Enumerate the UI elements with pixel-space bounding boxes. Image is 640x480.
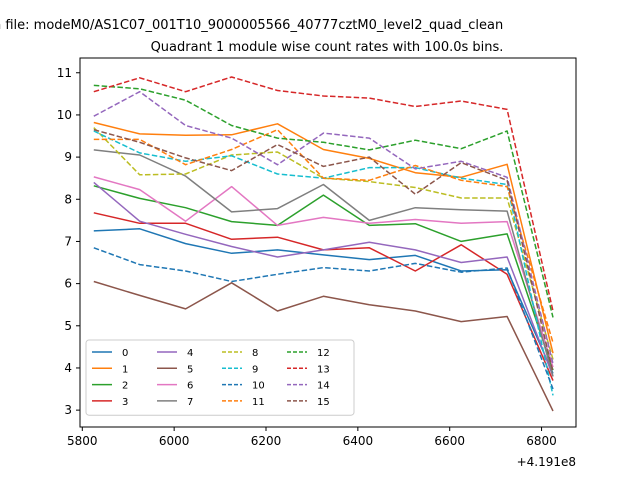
series-line-5	[93, 280, 554, 412]
series-line-14	[93, 90, 554, 364]
y-tick-label: 4	[64, 361, 72, 375]
y-tick-label: 11	[57, 66, 72, 80]
y-tick-label: 8	[64, 192, 72, 206]
y-tick-label: 9	[64, 150, 72, 164]
legend-label-9: 9	[252, 364, 258, 375]
legend-label-7: 7	[187, 397, 193, 408]
x-offset-label: +4.191e8	[517, 455, 576, 469]
series-line-15	[93, 128, 554, 373]
x-tick-label: 6000	[159, 434, 190, 448]
x-axis: 5800 6000 6200 6400 6600 6800	[67, 427, 557, 448]
series-line-7	[93, 149, 554, 377]
x-tick-label: 6200	[251, 434, 282, 448]
legend-label-15: 15	[317, 397, 330, 408]
legend-label-0: 0	[122, 348, 128, 359]
series-line-2	[93, 185, 554, 371]
series-line-13	[93, 76, 554, 312]
x-tick-label: 6600	[434, 434, 465, 448]
legend-label-14: 14	[317, 381, 330, 392]
legend-label-8: 8	[252, 348, 258, 359]
y-tick-label: 6	[64, 277, 72, 291]
y-tick-label: 3	[64, 403, 72, 417]
legend-label-4: 4	[187, 348, 193, 359]
legend-label-13: 13	[317, 364, 330, 375]
series-line-1	[93, 121, 554, 354]
x-tick-label: 6400	[343, 434, 374, 448]
y-tick-label: 10	[57, 108, 72, 122]
legend-label-10: 10	[252, 381, 265, 392]
legend-label-6: 6	[187, 381, 193, 392]
legend-label-1: 1	[122, 364, 128, 375]
y-tick-label: 5	[64, 319, 72, 333]
series-layer	[93, 76, 554, 412]
x-tick-label: 5800	[67, 434, 98, 448]
legend-label-5: 5	[187, 364, 193, 375]
legend-label-2: 2	[122, 381, 128, 392]
series-line-12	[93, 84, 554, 318]
y-axis: 3 4 5 6 7 8 9 10 11	[57, 66, 80, 417]
series-line-8	[93, 127, 554, 360]
series-line-4	[93, 181, 554, 377]
legend-label-11: 11	[252, 397, 265, 408]
series-line-11	[93, 128, 554, 343]
chart-title: Quadrant 1 module wise count rates with …	[151, 40, 504, 55]
plot-border	[79, 57, 577, 428]
legend-label-12: 12	[317, 348, 330, 359]
y-tick-label: 7	[64, 234, 72, 248]
chart-suptitle: n file: modeM0/AS1C07_001T10_9000005566_…	[0, 18, 503, 33]
legend-label-3: 3	[122, 397, 128, 408]
legend-frame	[85, 339, 355, 416]
x-tick-label: 6800	[526, 434, 557, 448]
series-line-6	[93, 176, 554, 368]
series-line-10	[93, 247, 554, 390]
